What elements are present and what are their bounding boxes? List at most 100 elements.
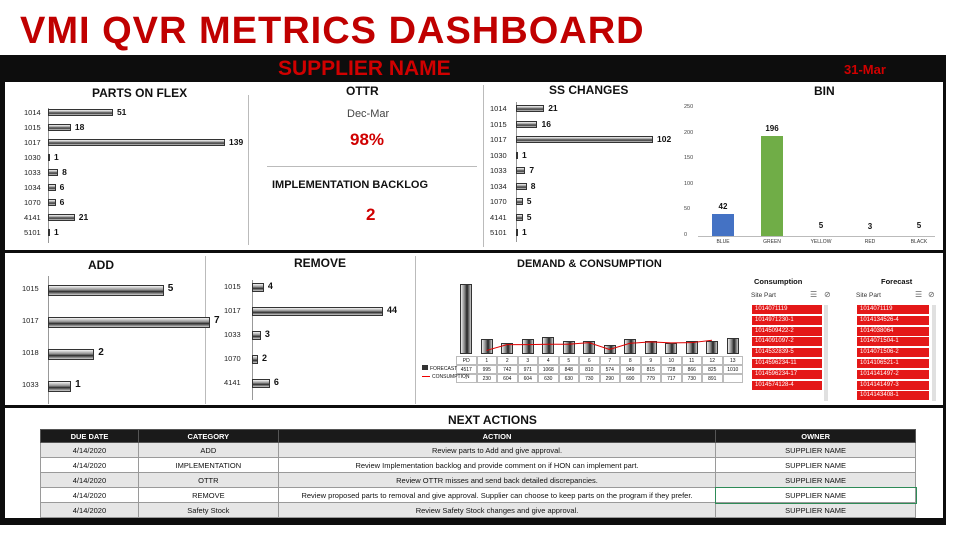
bar (501, 342, 513, 354)
slicer-item[interactable]: 1014532839-5 (752, 348, 822, 358)
table-header-cell: 6 (579, 356, 600, 365)
bar (516, 229, 518, 236)
data-label: 21 (548, 103, 558, 113)
slicer-item[interactable]: 1014071119 (752, 305, 822, 314)
tick-label: 1033 (224, 330, 241, 339)
slicer-item[interactable]: 1014596234-11 (752, 359, 822, 368)
table-row[interactable]: 4/14/2020 REMOVE Review proposed parts to … (40, 486, 917, 504)
forecast-cell: 1068 (538, 365, 559, 374)
legend-forecast: FORECAST (422, 365, 457, 372)
data-label: 16 (541, 118, 551, 129)
consumption-line (486, 339, 713, 351)
table-header-cell: 11 (681, 356, 702, 365)
add-chart: 1015 5 1017 7 1018 2 1033 1 (22, 276, 220, 404)
add-title: ADD (88, 258, 114, 272)
bar (583, 341, 595, 354)
forecast-cell: 810 (579, 365, 600, 374)
forecast-cell: 742 (497, 365, 518, 374)
table-row[interactable]: 4/14/2020 ADD Review parts to Add and give… (40, 442, 916, 458)
clear-filter-icon[interactable]: ⊘ (824, 290, 831, 299)
demand-title: DEMAND & CONSUMPTION (517, 258, 662, 270)
table-row[interactable]: 4/14/2020 Safety Stock Review Safety Stock… (40, 502, 916, 518)
multiselect-icon[interactable]: ☰ (915, 290, 923, 299)
tick-label: 5101 (490, 228, 507, 237)
table-header-cell: 7 (599, 356, 620, 365)
bar (48, 317, 210, 328)
divider (5, 405, 943, 408)
bar (685, 340, 698, 354)
slicer-item[interactable]: 1014509422-2 (752, 326, 822, 336)
consumption-cell: 690 (620, 374, 641, 383)
ss-changes-chart: 1014 21 1015 16 1017 102 1030 1 1033 7 1034 8 1070 5 4… (490, 102, 680, 248)
data-label: 6 (59, 182, 65, 192)
slicer-item[interactable]: 1014038064 (857, 326, 929, 336)
bar (542, 337, 554, 354)
slicer-item[interactable]: 1014596234-17 (752, 369, 822, 379)
bar (521, 338, 534, 354)
parts-on-flex-chart: 1014 51 1015 18 1017 139 1030 1 1033 8 1034 6 1070 6 4… (24, 107, 244, 246)
table-header-cell: 9 (640, 356, 661, 365)
forecast-cell: 848 (558, 365, 579, 374)
forecast-cell: 574 (599, 365, 620, 374)
tick-label: 1017 (490, 135, 507, 144)
tick-label: 0 (684, 232, 688, 238)
table-header-cell: 3 (517, 356, 538, 365)
slicer-item[interactable]: 1014071119 (857, 305, 929, 314)
clear-filter-icon[interactable]: ⊘ (928, 290, 935, 299)
slicer-item[interactable]: 1014971230-1 (752, 315, 822, 325)
slicer-item[interactable]: 1014143408-1 (857, 391, 929, 401)
forecast-slicer-items: 1014071119 1014134526-4 1014038064 10140715… (857, 305, 929, 401)
x-axis (698, 236, 935, 237)
slicer-item[interactable]: 1014071504-1 (857, 337, 929, 347)
table-row[interactable]: 4/14/2020 OTTR Review OTTR misses and send… (40, 472, 916, 488)
tick-label: 1015 (224, 282, 241, 291)
forecast-cell: 1010 (722, 365, 743, 374)
consumption-cell: 230 (476, 374, 497, 383)
slicer-item[interactable]: 1014574128-4 (752, 380, 822, 390)
data-label: 42 (718, 202, 728, 212)
page-title: VMI QVR METRICS DASHBOARD (20, 10, 645, 52)
divider (483, 85, 484, 247)
tick-label: 1015 (22, 284, 39, 293)
data-label: 139 (229, 137, 244, 147)
col-owner: OWNER (715, 429, 916, 443)
bar (48, 154, 50, 161)
consumption-cell (722, 374, 743, 383)
tick-label: 150 (684, 155, 694, 162)
consumption-cell: 604 (497, 374, 518, 383)
slicer-item[interactable]: 1014071506-2 (857, 348, 929, 358)
slicer-item[interactable]: 1014141497-3 (857, 380, 929, 390)
forecast-cell: 995 (476, 365, 497, 374)
tick-label: 1017 (224, 306, 241, 315)
due-date-cell: 4/14/2020 (40, 442, 139, 458)
slicer-scrollbar[interactable] (824, 305, 828, 401)
bin-chart: 250 200 150 100 50 0 42 BLUE 196 GREEN 5 YELLOW 3 RED… (684, 100, 940, 250)
divider (248, 95, 249, 245)
slicer-item[interactable]: 1014134526-4 (857, 315, 929, 325)
slicer-scrollbar[interactable] (932, 305, 936, 401)
table-header-cell: 8 (620, 356, 641, 365)
forecast-cell: 728 (661, 365, 682, 374)
tick-label: 1033 (490, 166, 507, 175)
table-row[interactable]: 4/14/2020 IMPLEMENTATION Review Implementa… (40, 457, 916, 473)
bar (48, 349, 95, 360)
data-label: 5 (526, 211, 532, 222)
data-label: 5 (167, 283, 174, 294)
bar (516, 136, 653, 143)
data-label: 1 (522, 149, 527, 160)
slicer-item[interactable]: 1014091097-2 (752, 337, 822, 347)
remove-chart: 1015 4 1017 44 1033 3 1070 2 4141 6 (224, 280, 412, 400)
action-cell: Review OTTR misses and send back detaile… (277, 472, 717, 488)
data-label: 5 (818, 221, 824, 231)
slicer-item[interactable]: 1014141497-2 (857, 369, 929, 379)
bar (516, 105, 545, 112)
bar (712, 214, 734, 236)
report-date: 31-Mar (844, 62, 886, 77)
next-actions-title: NEXT ACTIONS (448, 413, 537, 427)
multiselect-icon[interactable]: ☰ (810, 290, 818, 299)
slicer-item[interactable]: 1014106521-1 (857, 359, 929, 368)
data-label: 8 (62, 167, 67, 177)
bar (460, 284, 472, 354)
data-label: 1 (522, 227, 527, 237)
parts-on-flex-title: PARTS ON FLEX (92, 86, 188, 100)
